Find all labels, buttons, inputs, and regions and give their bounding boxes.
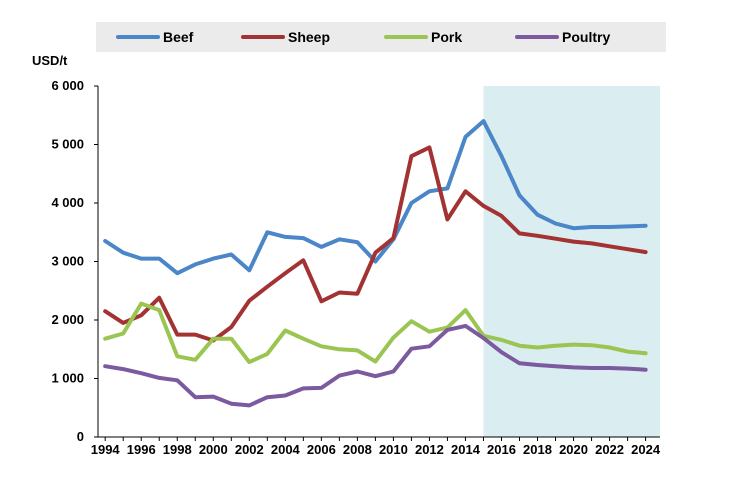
series-line-beef xyxy=(103,119,648,276)
legend-background xyxy=(96,22,666,52)
x-tick-label: 2022 xyxy=(595,442,624,457)
series-lines xyxy=(103,119,648,408)
series-line-pork xyxy=(103,301,648,365)
x-tick-label: 1998 xyxy=(163,442,192,457)
x-tick-label: 2004 xyxy=(271,442,301,457)
x-tick-label: 2024 xyxy=(631,442,661,457)
y-tick-label: 1 000 xyxy=(51,371,84,386)
x-tick-label: 2010 xyxy=(379,442,408,457)
y-axis-label: USD/t xyxy=(32,53,68,68)
series-line-poultry xyxy=(103,323,648,408)
x-tick-label: 2012 xyxy=(415,442,444,457)
axes: 0 1 000 2 000 3 000 4 000 5 000 6 000 1994 1996 1… xyxy=(51,78,660,457)
legend: Beef Sheep Pork Poultry xyxy=(96,22,666,52)
projection-band-layer xyxy=(483,86,660,437)
y-tick-label: 0 xyxy=(77,429,84,444)
projection-band xyxy=(483,86,660,437)
legend-label-pork: Pork xyxy=(431,29,462,45)
y-tick-label: 2 000 xyxy=(51,312,84,327)
legend-label-sheep: Sheep xyxy=(288,29,330,45)
x-tick-label: 1994 xyxy=(91,442,121,457)
x-tick-label: 2008 xyxy=(343,442,372,457)
x-tick-label: 2014 xyxy=(451,442,481,457)
y-tick-label: 5 000 xyxy=(51,137,84,152)
x-tick-label: 1996 xyxy=(127,442,156,457)
x-tick-label: 2020 xyxy=(559,442,588,457)
x-tick-label: 2016 xyxy=(487,442,516,457)
y-tick-label: 4 000 xyxy=(51,195,84,210)
x-tick-label: 2002 xyxy=(235,442,264,457)
y-tick-label: 3 000 xyxy=(51,254,84,269)
legend-label-poultry: Poultry xyxy=(562,29,610,45)
legend-label-beef: Beef xyxy=(163,29,194,45)
x-tick-label: 2018 xyxy=(523,442,552,457)
series-line-sheep xyxy=(103,145,648,343)
x-tick-label: 2006 xyxy=(307,442,336,457)
y-tick-label: 6 000 xyxy=(51,78,84,93)
x-tick-label: 2000 xyxy=(199,442,228,457)
